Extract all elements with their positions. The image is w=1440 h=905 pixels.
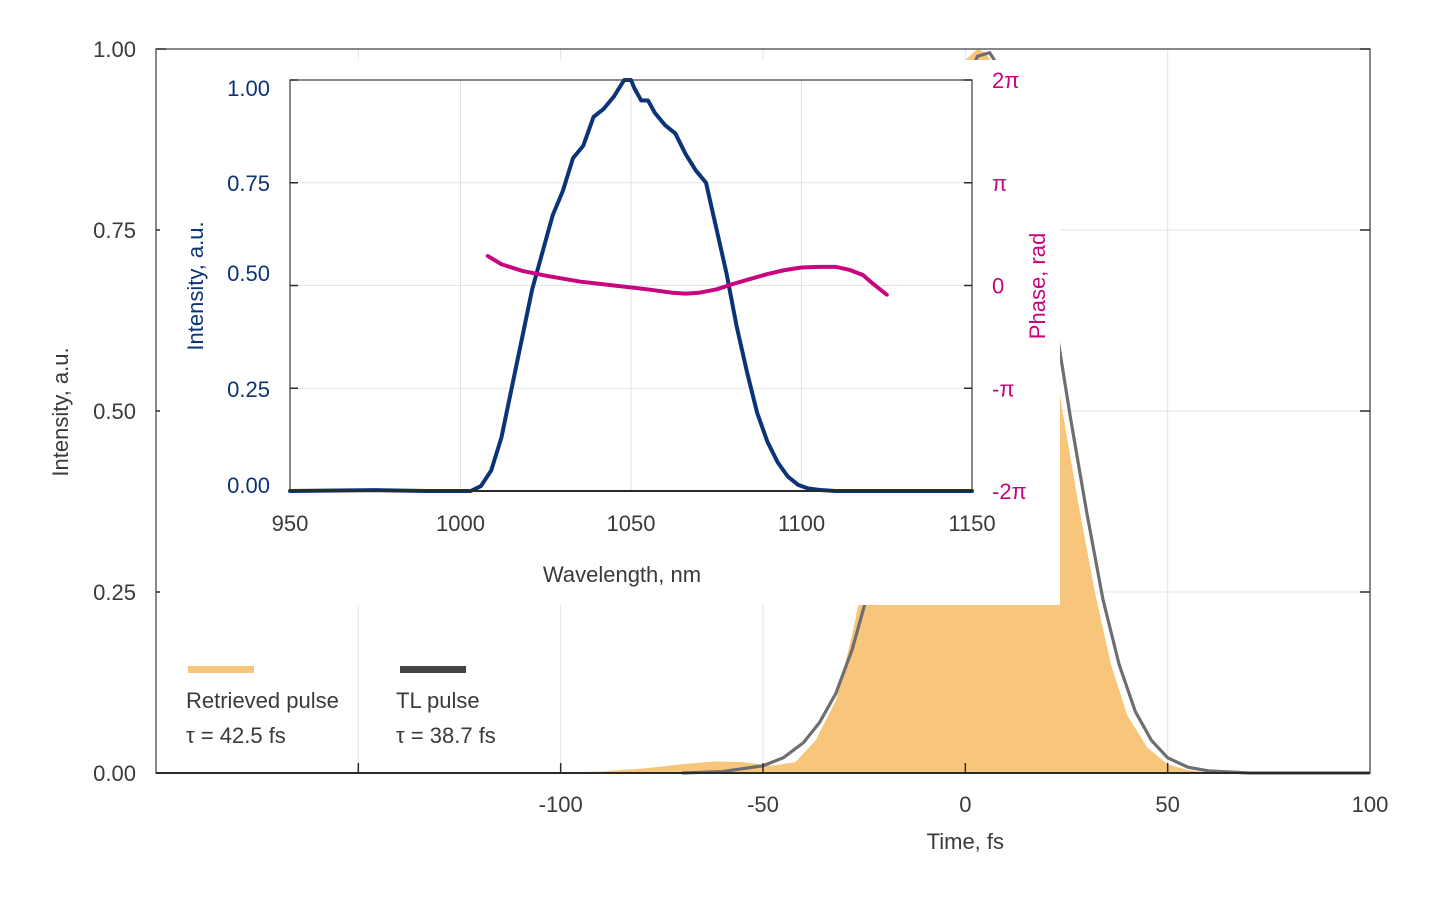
legend-label-tl: TL pulse bbox=[396, 688, 480, 713]
main-x-axis-title: Time, fs bbox=[927, 829, 1004, 854]
series-phase-line bbox=[485, 254, 889, 297]
inset-x-axis-title: Wavelength, nm bbox=[543, 562, 701, 587]
main-y-axis-title: Intensity, a.u. bbox=[48, 347, 73, 476]
main-y-tick-label: 1.00 bbox=[93, 37, 136, 62]
main-y-tick-label: 0.75 bbox=[93, 218, 136, 243]
main-x-tick-label: 0 bbox=[959, 792, 971, 817]
series-spectrum-line bbox=[288, 78, 974, 493]
main-y-tick-label: 0.25 bbox=[93, 580, 136, 605]
main-x-tick-label: -50 bbox=[747, 792, 779, 817]
inset-y2-axis-title: Phase, rad bbox=[1025, 233, 1050, 339]
legend-label-retrieved: Retrieved pulse bbox=[186, 688, 339, 713]
legend-annotation-tl: τ = 38.7 fs bbox=[396, 723, 496, 748]
inset-x-tick-label: 1100 bbox=[778, 511, 825, 536]
inset-x-tick-label: 1050 bbox=[607, 511, 656, 536]
main-x-tick-label: 100 bbox=[1352, 792, 1389, 817]
inset-x-tick-label: 950 bbox=[272, 511, 309, 536]
legend-swatch-retrieved bbox=[188, 666, 254, 673]
inset-y2-tick-label: 2π bbox=[992, 68, 1019, 93]
inset-y-tick-label: 1.00 bbox=[227, 76, 270, 101]
legend-swatch-tl bbox=[400, 666, 466, 673]
main-y-tick-label: 0.00 bbox=[93, 761, 136, 786]
inset-x-tick-label: 1150 bbox=[948, 511, 995, 536]
legend-annotation-retrieved: τ = 42.5 fs bbox=[186, 723, 286, 748]
inset-x-tick-label: 1000 bbox=[436, 511, 485, 536]
inset-y-tick-label: 0.25 bbox=[227, 377, 270, 402]
inset-y2-tick-label: π bbox=[992, 171, 1007, 196]
inset-y-tick-label: 0.00 bbox=[227, 473, 270, 498]
inset-y-tick-label: 0.75 bbox=[227, 171, 270, 196]
main-axes: -100 -50 0 50 100 0.00 0.25 0.50 0.75 1.00 Time, f… bbox=[48, 37, 1388, 854]
series-tl-pulse-line bbox=[682, 51, 1370, 775]
inset-y-tick-label: 0.50 bbox=[227, 261, 270, 286]
inset-y-axis-title: Intensity, a.u. bbox=[183, 221, 208, 350]
inset-y2-tick-label: 0 bbox=[992, 274, 1004, 299]
inset-background bbox=[160, 60, 1060, 605]
inset-chart: 950 1000 1050 1100 1150 0.00 0.25 0.50 0.75 1.00 -… bbox=[160, 60, 1060, 605]
inset-y2-tick-label: -π bbox=[992, 376, 1015, 401]
main-x-tick-label: 50 bbox=[1155, 792, 1179, 817]
inset-series-layer bbox=[288, 78, 974, 493]
main-x-tick-label: -100 bbox=[539, 792, 583, 817]
main-y-tick-label: 0.50 bbox=[93, 399, 136, 424]
inset-axes: 950 1000 1050 1100 1150 0.00 0.25 0.50 0.75 1.00 -… bbox=[183, 68, 1050, 587]
inset-y2-tick-label: -2π bbox=[992, 479, 1027, 504]
